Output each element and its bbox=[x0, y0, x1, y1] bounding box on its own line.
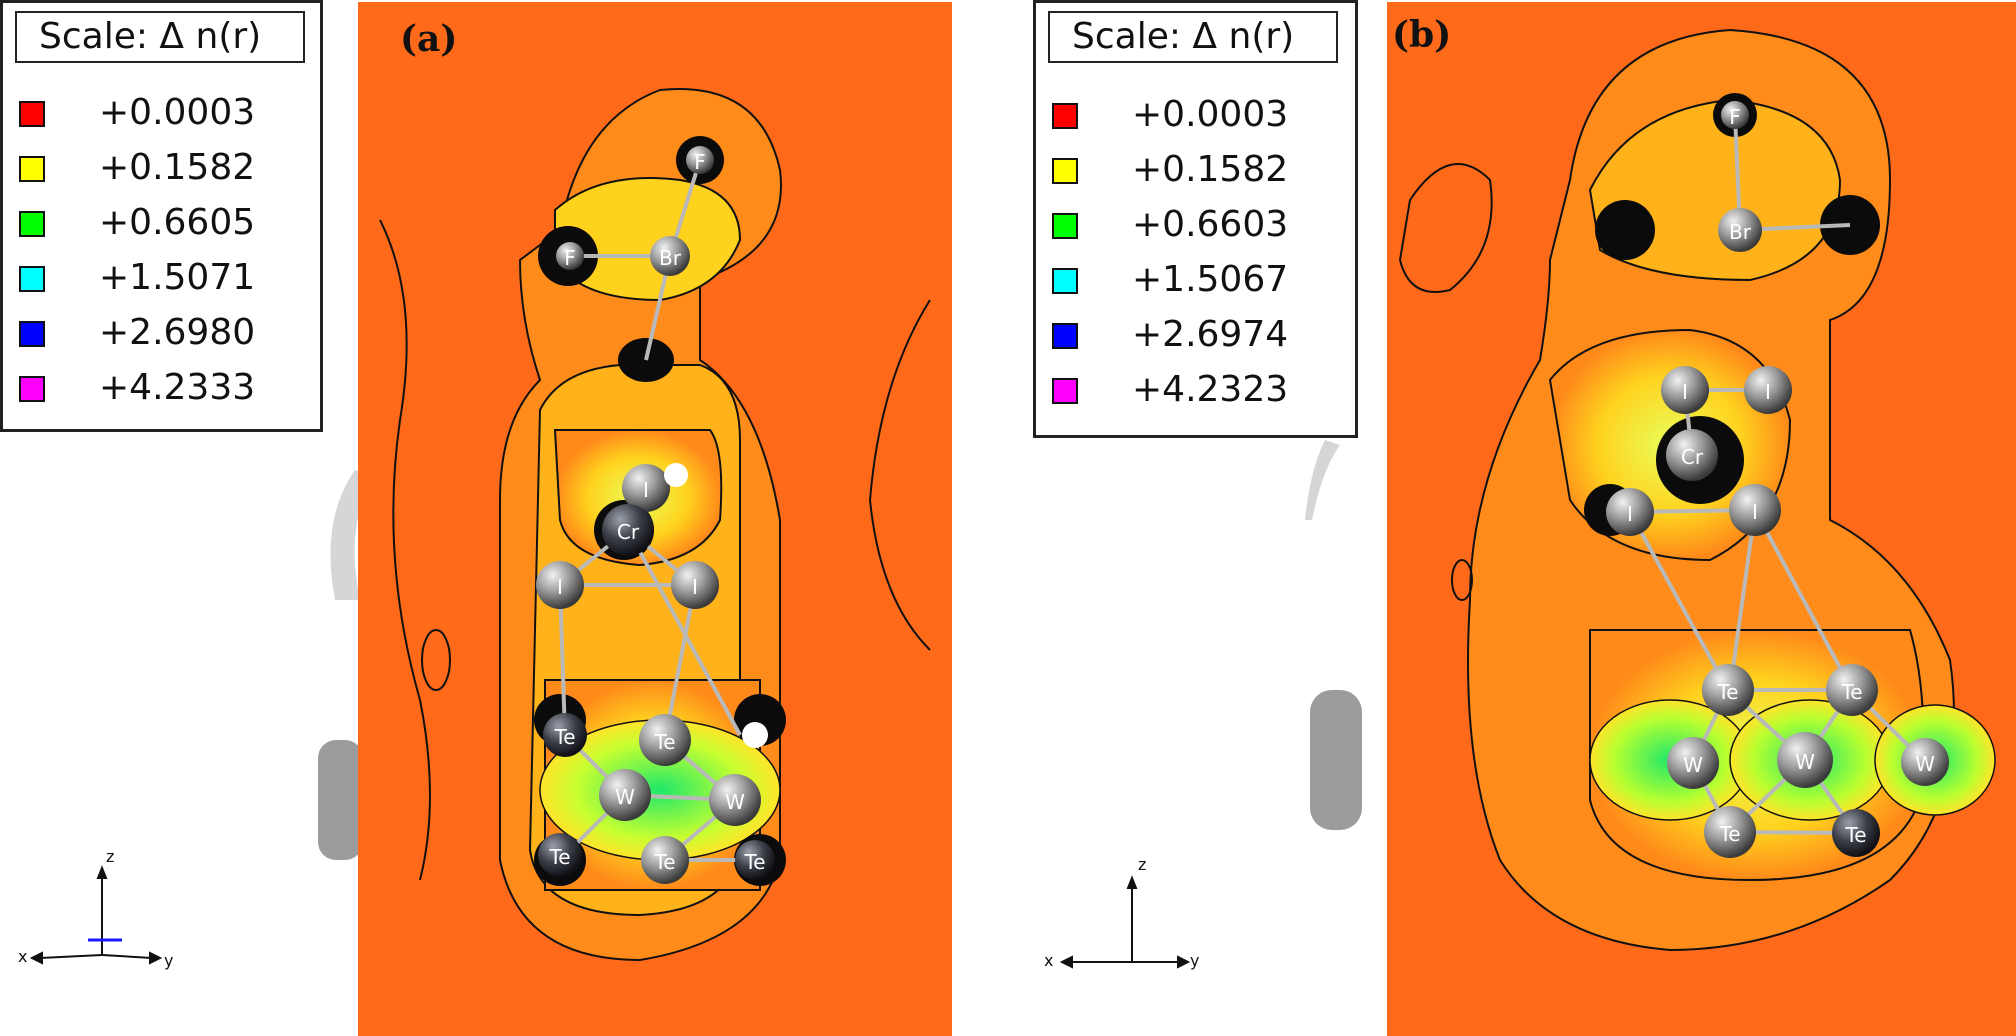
axis-z-label: z bbox=[1138, 855, 1146, 874]
legend-swatch bbox=[1052, 323, 1078, 349]
atom-highlight bbox=[664, 463, 688, 487]
atom-te bbox=[1704, 806, 1756, 858]
svg-text:Cr: Cr bbox=[1681, 445, 1704, 469]
atoms-b: F Br I I Cr I I Te Te W W W Te bbox=[1606, 101, 1949, 858]
svg-text:F: F bbox=[1729, 105, 1741, 129]
svg-text:Te: Te bbox=[548, 845, 570, 869]
svg-text:Br: Br bbox=[659, 246, 682, 270]
panel-a: F Br F I Cr I I Te Te W W Te Te bbox=[0, 0, 1000, 1036]
slab-edge-shape bbox=[318, 740, 363, 860]
svg-text:I: I bbox=[692, 575, 698, 599]
atom-i bbox=[671, 561, 719, 609]
atom-w bbox=[1777, 732, 1833, 788]
panel-label-b: (b) bbox=[1392, 14, 1452, 56]
panel-label-a: (a) bbox=[400, 18, 458, 60]
legend-swatch bbox=[19, 321, 45, 347]
atom-w bbox=[1901, 738, 1949, 786]
legend-swatch bbox=[19, 101, 45, 127]
atom-i bbox=[1606, 488, 1654, 536]
svg-text:I: I bbox=[1752, 500, 1758, 524]
legend-title: Scale: Δ n(r) bbox=[15, 11, 305, 63]
atom-te bbox=[735, 840, 775, 880]
svg-text:Te: Te bbox=[1716, 680, 1738, 704]
atom-cr bbox=[602, 504, 654, 556]
atom-br bbox=[1718, 208, 1762, 252]
atom-f bbox=[686, 146, 714, 174]
svg-text:F: F bbox=[694, 150, 706, 174]
atom-i bbox=[536, 561, 584, 609]
atom-br bbox=[650, 236, 690, 276]
atom-te bbox=[639, 714, 691, 766]
svg-text:Cr: Cr bbox=[617, 520, 640, 544]
svg-text:I: I bbox=[1682, 380, 1688, 404]
svg-text:I: I bbox=[557, 575, 563, 599]
axis-y-label: y bbox=[1190, 951, 1199, 970]
slab-edge-shape bbox=[330, 470, 372, 600]
axes-indicator-b bbox=[1059, 875, 1191, 969]
legend-swatch bbox=[1052, 213, 1078, 239]
legend-swatch bbox=[19, 211, 45, 237]
atom-f bbox=[556, 242, 584, 270]
atom-highlight bbox=[742, 722, 768, 748]
axis-y-label: y bbox=[164, 951, 173, 970]
legend-swatch bbox=[19, 266, 45, 292]
svg-text:Te: Te bbox=[1718, 822, 1740, 846]
legend-swatch bbox=[19, 376, 45, 402]
panel-b: F Br I I Cr I I Te Te W W W Te bbox=[1030, 0, 2016, 1036]
contour-top bbox=[554, 177, 742, 302]
svg-text:W: W bbox=[1915, 752, 1935, 776]
atom-w bbox=[709, 774, 761, 826]
axes-indicator-a bbox=[29, 865, 163, 965]
slab-edge-shape bbox=[1305, 440, 1340, 520]
svg-text:F: F bbox=[564, 246, 576, 270]
atom-te bbox=[543, 713, 587, 757]
legend-swatch bbox=[1052, 158, 1078, 184]
slab-edge-shape bbox=[1310, 690, 1362, 830]
svg-text:I: I bbox=[643, 478, 649, 502]
svg-text:Te: Te bbox=[653, 850, 675, 874]
atom-w bbox=[599, 769, 651, 821]
svg-text:Te: Te bbox=[743, 850, 765, 874]
atom-cr bbox=[1666, 429, 1718, 481]
svg-text:I: I bbox=[1627, 502, 1633, 526]
svg-text:Te: Te bbox=[1844, 823, 1866, 847]
axis-x-label: x bbox=[18, 947, 27, 966]
atom-te bbox=[1826, 664, 1878, 716]
svg-text:W: W bbox=[615, 785, 635, 809]
legend-a: Scale: Δ n(r) +0.0003 +0.1582 +0.6605 +1… bbox=[0, 0, 323, 432]
atoms-a: F Br F I Cr I I Te Te W W Te Te bbox=[536, 146, 775, 884]
axis-z-label: z bbox=[106, 847, 114, 866]
atom-te bbox=[538, 833, 582, 877]
svg-text:Te: Te bbox=[653, 730, 675, 754]
axis-x-label: x bbox=[1044, 951, 1053, 970]
svg-text:Te: Te bbox=[1840, 680, 1862, 704]
atom-te bbox=[1832, 809, 1880, 857]
atom-i bbox=[1729, 484, 1781, 536]
legend-title: Scale: Δ n(r) bbox=[1048, 11, 1338, 63]
atom-f bbox=[1721, 101, 1749, 129]
legend-swatch bbox=[1052, 268, 1078, 294]
svg-text:W: W bbox=[1795, 750, 1815, 774]
legend-b: Scale: Δ n(r) +0.0003 +0.1582 +0.6603 +1… bbox=[1033, 0, 1358, 438]
svg-text:W: W bbox=[1683, 753, 1703, 777]
atom-i bbox=[622, 464, 670, 512]
atom-w bbox=[1667, 737, 1719, 789]
svg-text:Te: Te bbox=[553, 725, 575, 749]
legend-swatch bbox=[1052, 103, 1078, 129]
atom-te bbox=[641, 836, 689, 884]
atom-i bbox=[1744, 366, 1792, 414]
atom-te bbox=[1702, 664, 1754, 716]
density-map-b: F Br I I Cr I I Te Te W W W Te bbox=[1044, 2, 2016, 1036]
legend-swatch bbox=[1052, 378, 1078, 404]
svg-text:I: I bbox=[1765, 380, 1771, 404]
legend-swatch bbox=[19, 156, 45, 182]
atom-i bbox=[1661, 366, 1709, 414]
svg-text:Br: Br bbox=[1729, 220, 1752, 244]
svg-text:W: W bbox=[725, 790, 745, 814]
density-map-a: F Br F I Cr I I Te Te W W Te Te bbox=[18, 2, 952, 1036]
